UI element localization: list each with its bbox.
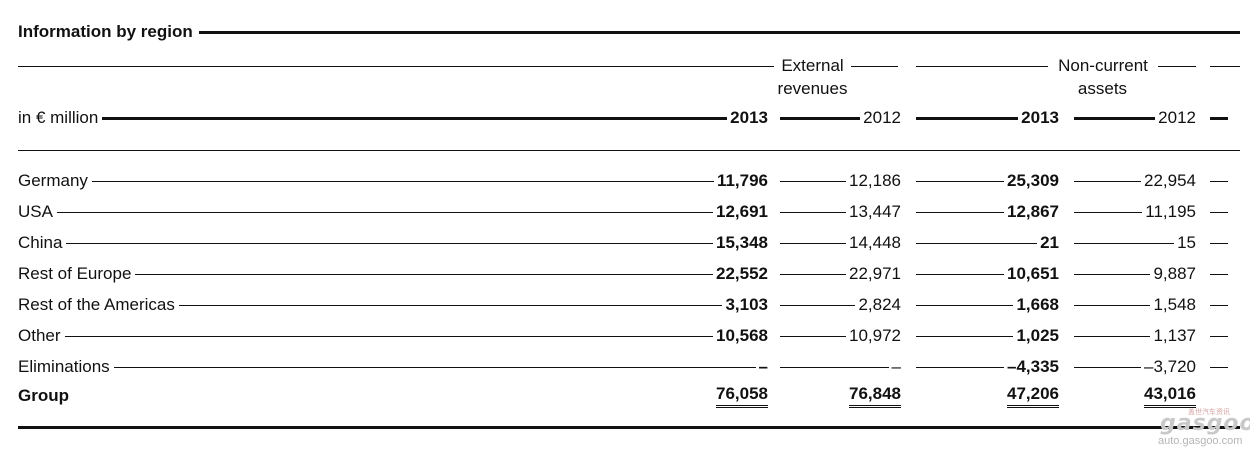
header-rule-tail [1210,66,1240,67]
unit-cell: in € million 2013 [18,107,768,129]
watermark-tagline: 盖世汽车资讯 [1188,409,1230,416]
header-non-current: Non-current [1058,56,1148,75]
row-value-revenues-2013: 15,348 [716,233,768,252]
table-title: Information by region [18,22,193,41]
row-value-revenues-2012: 2,824 [858,295,901,314]
year-2012-revenues: 2012 [863,108,901,127]
row-value-assets-2013: 1,668 [1016,295,1059,314]
row-value-revenues-2012: 14,448 [849,233,901,252]
header-revenues: revenues [777,79,848,98]
row-value-revenues-2013: 3,103 [725,295,768,314]
header-bottom-rule [18,150,1240,151]
row-value-revenues-2013: 11,796 [716,171,768,190]
watermark-logo: gasgoo [1160,411,1250,436]
table-row: China 15,348 14,448 21 15 [0,232,1250,254]
table-title-row: Information by region [18,20,1240,44]
watermark-url: auto.gasgoo.com [1158,435,1243,447]
total-value-2: 76,848 [849,384,901,408]
row-value-assets-2012: 9,887 [1153,264,1196,283]
row-label: Rest of the Americas [18,295,175,314]
row-value-revenues-2012: 13,447 [849,202,901,221]
row-value-assets-2012: 1,548 [1153,295,1196,314]
row-label: USA [18,202,53,221]
row-label: Germany [18,171,88,190]
table-row: Other 10,568 10,972 1,025 1,137 [0,325,1250,347]
row-value-revenues-2012: 12,186 [849,171,901,190]
table-bottom-rule [18,426,1240,429]
header-rule-noncurrent [1158,66,1196,67]
row-value-assets-2013: 12,867 [1007,202,1059,221]
row-value-revenues-2013: 10,568 [716,326,768,345]
unit-label: in € million [18,108,99,127]
header-year-row: in € million 2013 2012 2013 2012 [0,107,1250,129]
row-label: Eliminations [18,357,110,376]
header-rule-external [851,66,898,67]
row-value-assets-2013: –4,335 [1007,357,1059,376]
table-row: Rest of Europe 22,552 22,971 10,651 9,887 [0,263,1250,285]
row-value-revenues-2013: – [758,357,768,376]
row-value-revenues-2012: – [891,357,901,376]
row-value-assets-2012: 22,954 [1144,171,1196,190]
row-value-revenues-2012: 10,972 [849,326,901,345]
row-value-assets-2012: 1,137 [1153,326,1196,345]
row-label: China [18,233,63,252]
row-value-assets-2013: 10,651 [1007,264,1059,283]
table-row: Rest of the Americas 3,103 2,824 1,668 1,548 [0,294,1250,316]
year-2013-revenues: 2013 [730,108,768,127]
total-value-4: 43,016 [1144,384,1196,408]
total-value-3: 47,206 [1007,384,1059,408]
header-assets: assets [1077,79,1128,98]
table-row: Eliminations – – –4,335 –3,720 [0,356,1250,378]
year-2012-assets: 2012 [1158,108,1196,127]
total-row: Group 76,058 76,848 47,206 43,016 [0,384,1250,408]
row-value-revenues-2012: 22,971 [849,264,901,283]
row-value-assets-2012: 11,195 [1145,202,1196,221]
row-value-assets-2012: –3,720 [1144,357,1196,376]
row-label: Rest of Europe [18,264,132,283]
title-rule [198,30,1240,34]
row-value-revenues-2013: 22,552 [716,264,768,283]
year-2013-assets: 2013 [1021,108,1059,127]
watermark: 盖世汽车资讯 gasgoo auto.gasgoo.com [1150,405,1250,447]
row-value-assets-2013: 25,309 [1007,171,1059,190]
table-row: USA 12,691 13,447 12,867 11,195 [0,201,1250,223]
total-label: Group [18,386,69,405]
header-rule-mid [916,66,1048,67]
total-value-1: 76,058 [716,384,768,408]
row-label: Other [18,326,61,345]
header-external: External [781,56,844,75]
row-value-assets-2013: 21 [1040,233,1059,252]
row-value-assets-2013: 1,025 [1016,326,1059,345]
table-row: Germany 11,796 12,186 25,309 22,954 [0,170,1250,192]
row-value-revenues-2013: 12,691 [716,202,768,221]
header-rule-left [18,66,774,67]
row-value-assets-2012: 15 [1177,233,1196,252]
